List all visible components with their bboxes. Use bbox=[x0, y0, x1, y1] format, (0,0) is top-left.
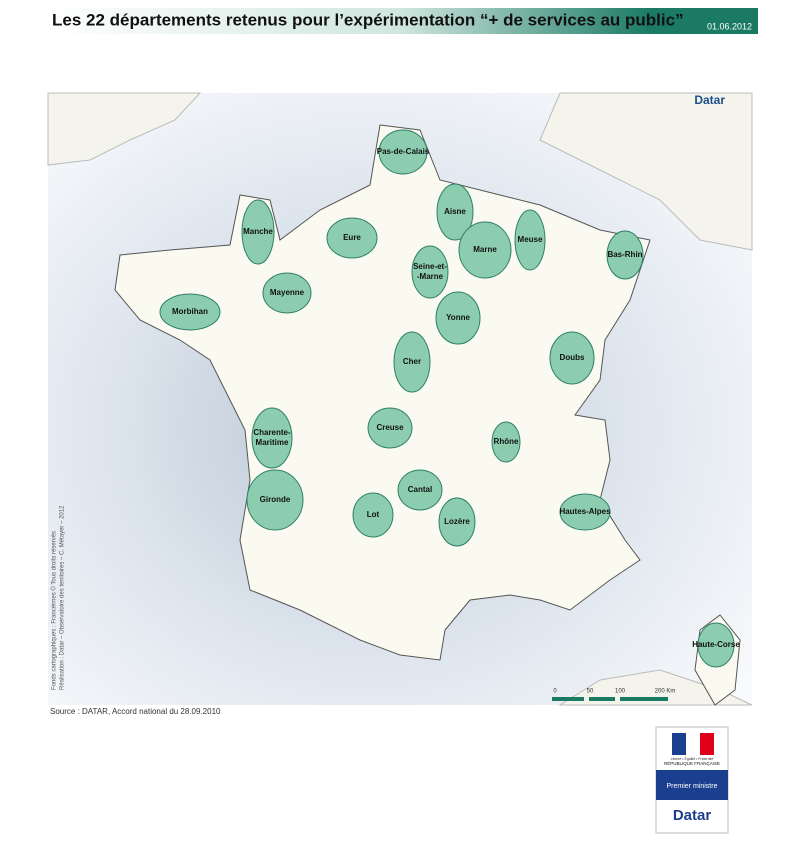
department-label: Haute-Corse bbox=[692, 640, 740, 649]
department-area bbox=[514, 209, 546, 271]
scale-segment bbox=[620, 697, 668, 701]
department-area bbox=[367, 407, 413, 449]
department-label: Eure bbox=[343, 233, 361, 242]
department-label: Gironde bbox=[260, 495, 291, 504]
department-label: Seine-et- bbox=[413, 262, 447, 271]
logo-brand: Datar bbox=[673, 807, 712, 824]
department-label: Maritime bbox=[256, 438, 289, 447]
scale-label: 200 Km bbox=[655, 689, 676, 695]
date: 01.06.2012 bbox=[707, 21, 752, 31]
department-label: Lot bbox=[367, 510, 380, 519]
department-label: Pas-de-Calais bbox=[377, 147, 430, 156]
department-label: Meuse bbox=[518, 235, 543, 244]
department-label: Cantal bbox=[408, 485, 432, 494]
department-label: Cher bbox=[403, 357, 421, 366]
flag-red bbox=[700, 733, 714, 755]
department-label: Doubs bbox=[560, 353, 585, 362]
department-area bbox=[378, 129, 428, 175]
department-area bbox=[491, 421, 521, 463]
department-area bbox=[697, 622, 735, 668]
france-outline bbox=[114, 124, 741, 706]
department-area bbox=[606, 230, 644, 280]
department-label: Aisne bbox=[444, 207, 466, 216]
department-area bbox=[436, 183, 474, 241]
scale-bar: 0 50 100 200 Km bbox=[552, 689, 675, 701]
credit: Réalisation : Datar – Observatoire des t… bbox=[60, 505, 66, 690]
logo-ministry: Premier ministre bbox=[667, 783, 718, 790]
department-area bbox=[246, 469, 304, 531]
department-label: Rhône bbox=[494, 437, 519, 446]
department-area bbox=[393, 331, 431, 393]
department-area bbox=[397, 469, 443, 511]
title: Les 22 départements retenus pour l’expér… bbox=[52, 10, 684, 29]
department-label: -Marne bbox=[417, 272, 444, 281]
department-area bbox=[549, 331, 595, 385]
scale-label: 50 bbox=[587, 689, 594, 695]
department-label: Yonne bbox=[446, 313, 470, 322]
credit: Fonds cartographiques : Francéimes © Tou… bbox=[51, 531, 58, 690]
logo-motto: Liberté • Égalité • Fraternité bbox=[671, 756, 714, 761]
logo: Liberté • Égalité • Fraternité RÉPUBLIQU… bbox=[655, 726, 729, 834]
department-label: Marne bbox=[473, 245, 497, 254]
department-area bbox=[559, 493, 611, 531]
department-label: Morbihan bbox=[172, 307, 208, 316]
scale-label: 0 bbox=[553, 689, 557, 695]
scale-segment bbox=[589, 697, 615, 701]
header-band bbox=[48, 8, 758, 34]
department-label: Hautes-Alpes bbox=[559, 507, 611, 516]
flag-white bbox=[686, 733, 700, 755]
map-brand: Datar bbox=[694, 93, 725, 107]
logo-republic: RÉPUBLIQUE FRANÇAISE bbox=[664, 760, 720, 766]
department-area bbox=[458, 221, 512, 279]
department-area bbox=[352, 492, 394, 538]
scale-segment bbox=[552, 697, 584, 701]
department-label: Creuse bbox=[376, 423, 404, 432]
department-area bbox=[159, 293, 221, 331]
department-label: Bas-Rhin bbox=[607, 250, 642, 259]
department-area bbox=[262, 272, 312, 314]
source: Source : DATAR, Accord national du 28.09… bbox=[50, 707, 221, 716]
department-label: Charente- bbox=[253, 428, 291, 437]
neighbor-land bbox=[47, 92, 753, 706]
logo-ministry-band bbox=[656, 770, 728, 800]
flag-blue bbox=[672, 733, 686, 755]
department-label: Manche bbox=[243, 227, 273, 236]
department-area bbox=[435, 291, 481, 345]
scale-label: 100 bbox=[615, 689, 626, 695]
department-label: Mayenne bbox=[270, 288, 305, 297]
department-area bbox=[438, 497, 476, 547]
department-label: Lozère bbox=[444, 517, 470, 526]
department-area bbox=[241, 199, 275, 265]
department-area bbox=[411, 245, 449, 299]
departments: Pas-de-Calais Aisne Manche Eure Marne Meuse Ba… bbox=[159, 129, 740, 668]
department-area bbox=[326, 217, 378, 259]
department-area bbox=[251, 407, 293, 469]
